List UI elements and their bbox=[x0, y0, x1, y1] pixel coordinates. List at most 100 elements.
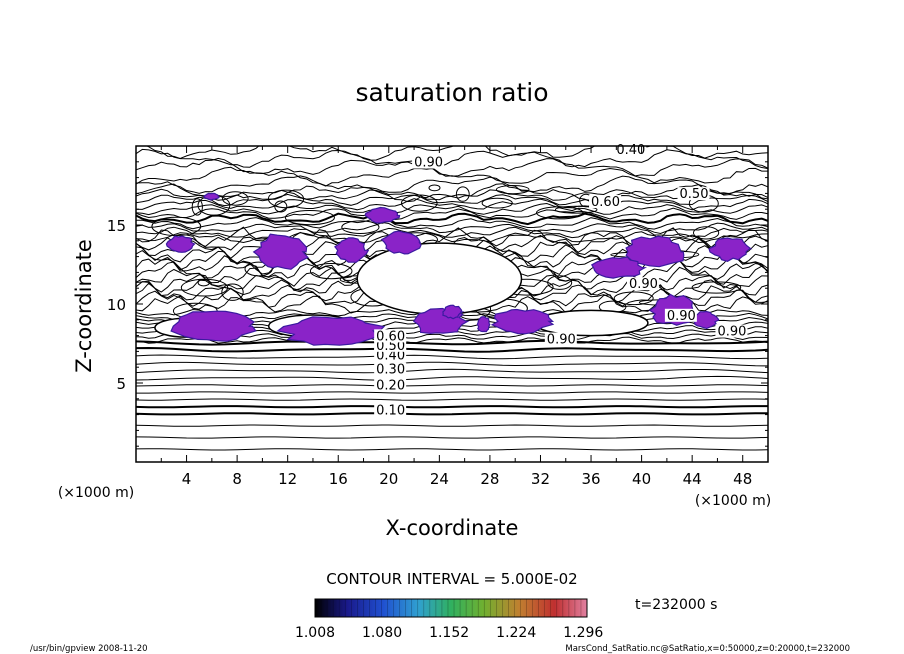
x-unit-left: (×1000 m) bbox=[58, 485, 134, 501]
colorbar bbox=[314, 598, 588, 618]
contour-line bbox=[136, 398, 768, 401]
contour-line bbox=[136, 339, 768, 346]
contour-label: 0.10 bbox=[376, 404, 405, 419]
contour-line bbox=[136, 183, 768, 204]
x-tick-label: 48 bbox=[733, 470, 752, 488]
contour-blob bbox=[691, 281, 742, 294]
contour-line bbox=[136, 436, 768, 439]
contour-line bbox=[136, 391, 768, 394]
contour-blob bbox=[197, 279, 210, 287]
contour-blob bbox=[495, 185, 530, 195]
contour-blob bbox=[274, 200, 288, 213]
supersaturated-region bbox=[476, 316, 491, 333]
colorbar-tick-label: 1.008 bbox=[295, 625, 335, 641]
contour-line bbox=[136, 336, 768, 344]
contour-label-bg bbox=[374, 329, 407, 343]
contour-blob bbox=[267, 189, 305, 209]
contour-blob bbox=[180, 278, 229, 297]
colorbar-tick-label: 1.296 bbox=[563, 625, 603, 641]
contour-line bbox=[136, 375, 768, 381]
contour-line bbox=[136, 202, 768, 216]
x-tick-label: 4 bbox=[182, 470, 192, 488]
contour-label: 0.50 bbox=[680, 187, 709, 202]
contour-label: 0.60 bbox=[591, 195, 620, 210]
contour-blob bbox=[341, 220, 380, 234]
supersaturated-region bbox=[202, 192, 220, 201]
contour-label-bg bbox=[677, 187, 710, 201]
footer-right: MarsCond_SatRatio.nc@SatRatio,x=0:50000,… bbox=[565, 644, 850, 654]
contour-line bbox=[136, 405, 768, 409]
footer-left: /usr/bin/gpview 2008-11-20 bbox=[30, 644, 148, 654]
contour-line bbox=[136, 193, 768, 207]
contour-blob bbox=[309, 263, 353, 280]
x-tick-label: 12 bbox=[278, 470, 297, 488]
colorbar-tick-label: 1.080 bbox=[362, 625, 402, 641]
x-axis-label: X-coordinate bbox=[386, 516, 519, 540]
x-tick-label: 24 bbox=[430, 470, 449, 488]
contour-label-bg bbox=[664, 308, 697, 322]
contour-blob bbox=[613, 291, 654, 306]
contour-label: 0.20 bbox=[376, 378, 405, 393]
contour-label: 0.50 bbox=[376, 339, 405, 354]
x-tick-label: 8 bbox=[232, 470, 242, 488]
x-tick-label: 36 bbox=[581, 470, 600, 488]
contour-blob bbox=[222, 191, 249, 206]
contour-blob bbox=[554, 205, 598, 214]
contour-blob bbox=[151, 216, 202, 237]
contour-label: 0.40 bbox=[376, 348, 405, 363]
contour-label: 0.90 bbox=[629, 277, 658, 292]
supersaturated-region bbox=[170, 310, 257, 342]
contour-label-bg bbox=[374, 403, 407, 417]
contour-line bbox=[136, 354, 768, 360]
colorbar-ticks: 1.008 1.080 1.152 1.224 1.296 bbox=[295, 625, 603, 641]
contour-blob bbox=[244, 261, 273, 277]
contour-line bbox=[136, 148, 768, 170]
contour-line bbox=[136, 448, 768, 451]
contour-blob bbox=[221, 283, 244, 301]
contour-line bbox=[136, 212, 768, 226]
x-tick-label: 16 bbox=[329, 470, 348, 488]
supersaturated-region bbox=[708, 237, 753, 262]
contour-line bbox=[136, 412, 768, 416]
contour-line bbox=[136, 384, 768, 387]
contour-lines bbox=[136, 146, 768, 451]
supersaturated-region bbox=[364, 206, 401, 224]
contour-blob bbox=[455, 186, 470, 202]
y-tick-label: 15 bbox=[107, 217, 126, 235]
supersaturated-region bbox=[442, 304, 465, 320]
contour-label-bg bbox=[544, 332, 577, 346]
contour-blob bbox=[428, 184, 441, 192]
contour-line bbox=[136, 157, 768, 177]
x-tick-label: 44 bbox=[683, 470, 702, 488]
contour-label: 0.30 bbox=[376, 363, 405, 378]
contour-label: 0.90 bbox=[667, 309, 696, 324]
contour-label-bg bbox=[412, 155, 445, 169]
supersaturated-region bbox=[334, 237, 370, 263]
x-axis-ticks: 4 8 12 16 20 24 28 32 36 40 44 48 bbox=[160, 146, 752, 488]
contour-label-bg bbox=[374, 378, 407, 392]
contour-label: 0.90 bbox=[547, 333, 576, 348]
contour-blob bbox=[401, 194, 438, 212]
y-tick-label: 10 bbox=[107, 296, 126, 314]
contour-label-bg bbox=[626, 277, 659, 291]
contour-line bbox=[136, 346, 768, 353]
x-unit-right: (×1000 m) bbox=[695, 493, 771, 509]
x-tick-label: 32 bbox=[531, 470, 550, 488]
contour-label: 0.90 bbox=[717, 325, 746, 340]
contour-line bbox=[136, 175, 768, 195]
y-axis-ticks: 5 10 15 bbox=[107, 161, 768, 447]
contour-label: 0.90 bbox=[414, 156, 443, 171]
contour-interval: CONTOUR INTERVAL = 5.000E-02 bbox=[326, 570, 577, 588]
colorbar-stripes bbox=[314, 599, 582, 617]
contour-label-bg bbox=[374, 362, 407, 376]
contour-label: 0.60 bbox=[376, 329, 405, 344]
contour-label-bg bbox=[589, 195, 622, 209]
chart-title: saturation ratio bbox=[355, 78, 548, 107]
supersaturated-region bbox=[276, 316, 386, 346]
x-tick-label: 20 bbox=[379, 470, 398, 488]
supersaturated-region bbox=[380, 230, 422, 255]
contour-blob bbox=[693, 226, 720, 240]
supersaturated-region bbox=[625, 235, 685, 268]
supersaturated-region bbox=[252, 233, 309, 270]
